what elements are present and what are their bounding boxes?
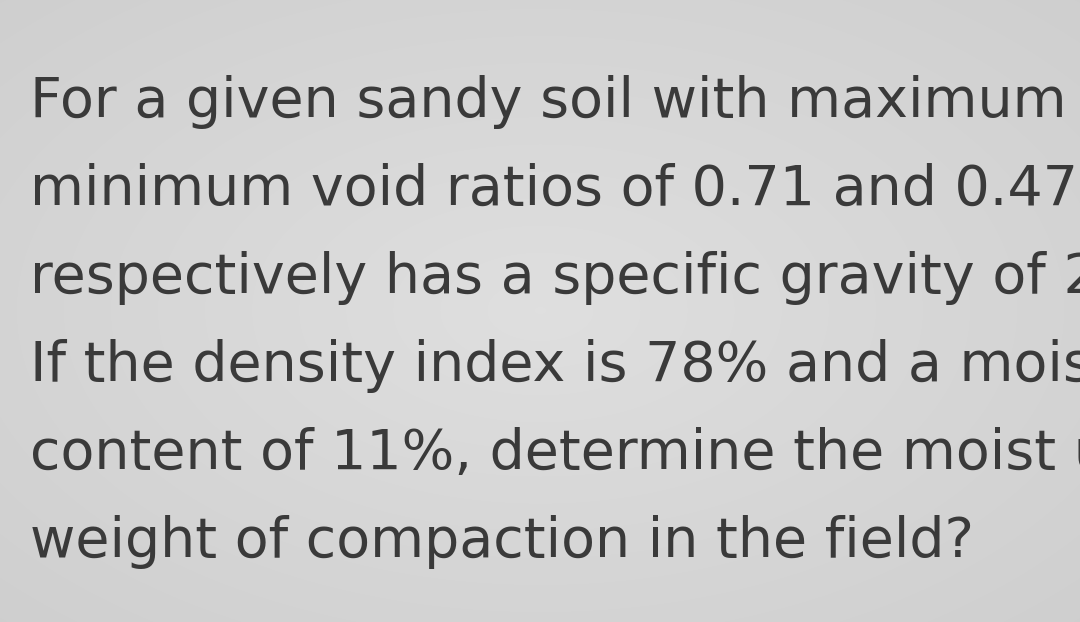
Text: weight of compaction in the field?: weight of compaction in the field? — [30, 515, 974, 569]
Text: respectively has a specific gravity of 2.73.: respectively has a specific gravity of 2… — [30, 251, 1080, 305]
Text: content of 11%, determine the moist unit: content of 11%, determine the moist unit — [30, 427, 1080, 481]
Text: If the density index is 78% and a moisture: If the density index is 78% and a moistu… — [30, 339, 1080, 393]
Text: minimum void ratios of 0.71 and 0.47: minimum void ratios of 0.71 and 0.47 — [30, 163, 1078, 217]
Text: For a given sandy soil with maximum and: For a given sandy soil with maximum and — [30, 75, 1080, 129]
